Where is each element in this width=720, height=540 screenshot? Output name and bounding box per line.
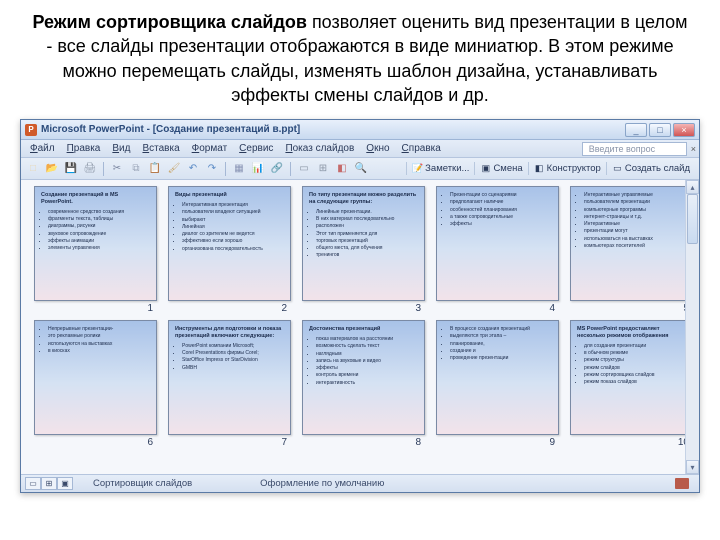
menu-сервис[interactable]: Сервис: [233, 142, 279, 155]
cut-icon[interactable]: ✂: [109, 161, 125, 177]
slide-thumbnail[interactable]: Создание презентаций в MS PowerPoint.сов…: [34, 186, 157, 301]
transition-button-icon: ▣: [480, 163, 491, 174]
new-slide-button-label: Создать слайд: [625, 163, 690, 174]
paste-icon[interactable]: 📋: [147, 161, 163, 177]
status-mode: Сортировщик слайдов: [85, 478, 252, 489]
toolbar-separator: [103, 162, 104, 176]
slide-number: 9: [549, 435, 559, 452]
slide-cell: Интерактивные управляемыепользователем п…: [563, 186, 693, 318]
app-title: Microsoft PowerPoint - [Создание презент…: [41, 124, 300, 135]
print-icon[interactable]: 🖨: [82, 161, 98, 177]
slide-cell: Непрерывные презентации-это рекламные ро…: [27, 320, 157, 452]
menu-файл[interactable]: Файл: [24, 142, 61, 155]
transition-button-label: Смена: [493, 163, 522, 174]
slide-number: 8: [415, 435, 425, 452]
page-description: Режим сортировщика слайдов позволяет оце…: [0, 0, 720, 115]
close-button[interactable]: ×: [673, 123, 695, 137]
slide-thumbnail[interactable]: MS PowerPoint предоставляет несколько ре…: [570, 320, 693, 435]
notes-button-label: Заметки...: [425, 163, 469, 174]
grid-icon[interactable]: ⊞: [315, 161, 331, 177]
window-buttons: _ □ ×: [625, 123, 695, 137]
view-normal-button[interactable]: ▭: [25, 477, 41, 490]
scroll-up-icon[interactable]: ▴: [686, 180, 699, 194]
slide-thumbnail[interactable]: Презентации со сценариямипредполагают на…: [436, 186, 559, 301]
transition-button[interactable]: ▣Смена: [474, 162, 527, 175]
slide-number: 1: [147, 301, 157, 318]
undo-icon[interactable]: ↶: [185, 161, 201, 177]
chart-icon[interactable]: 📊: [250, 161, 266, 177]
slide-cell: Виды презентацийИнтерактивная презентаци…: [161, 186, 291, 318]
statusbar: ▭ ⊞ ▣ Сортировщик слайдов Оформление по …: [21, 474, 699, 492]
hyperlink-icon[interactable]: 🔗: [269, 161, 285, 177]
status-template: Оформление по умолчанию: [252, 478, 444, 489]
new-slide-button[interactable]: ▭Создать слайд: [606, 162, 695, 175]
minimize-button[interactable]: _: [625, 123, 647, 137]
slide-thumbnail[interactable]: По типу презентации можно разделить на с…: [302, 186, 425, 301]
design-button-label: Конструктор: [547, 163, 601, 174]
menubar: ФайлПравкаВидВставкаФорматСервисПоказ сл…: [21, 140, 699, 158]
slide-cell: Презентации со сценариямипредполагают на…: [429, 186, 559, 318]
toolbar-separator: [225, 162, 226, 176]
menu-вставка[interactable]: Вставка: [136, 142, 185, 155]
format-painter-icon[interactable]: 🖌: [166, 161, 182, 177]
slide-thumbnail[interactable]: Интерактивные управляемыепользователем п…: [570, 186, 693, 301]
menu-правка[interactable]: Правка: [61, 142, 107, 155]
design-button-icon: ◧: [534, 163, 545, 174]
powerpoint-window: P Microsoft PowerPoint - [Создание презе…: [20, 119, 700, 493]
scroll-thumb[interactable]: [687, 194, 698, 244]
slide-cell: По типу презентации можно разделить на с…: [295, 186, 425, 318]
slide-number: 2: [281, 301, 291, 318]
view-sorter-button[interactable]: ⊞: [41, 477, 57, 490]
description-bold: Режим сортировщика слайдов: [32, 12, 306, 32]
slide-number: 7: [281, 435, 291, 452]
notes-button[interactable]: 📝Заметки...: [406, 162, 474, 175]
zoom-icon[interactable]: 🔍: [353, 161, 369, 177]
status-flag-icon: [675, 478, 689, 489]
view-show-button[interactable]: ▣: [57, 477, 73, 490]
slide-thumbnail[interactable]: Достоинства презентацийпоказ материалов …: [302, 320, 425, 435]
design-button[interactable]: ◧Конструктор: [528, 162, 606, 175]
slide-sorter-area: Создание презентаций в MS PowerPoint.сов…: [21, 180, 699, 474]
expand-icon[interactable]: ▭: [296, 161, 312, 177]
save-icon[interactable]: 💾: [63, 161, 79, 177]
scrollbar-vertical[interactable]: ▴ ▾: [685, 180, 699, 474]
slide-cell: MS PowerPoint предоставляет несколько ре…: [563, 320, 693, 452]
menu-вид[interactable]: Вид: [106, 142, 136, 155]
menu-справка[interactable]: Справка: [396, 142, 447, 155]
copy-icon[interactable]: ⧉: [128, 161, 144, 177]
slide-thumbnail[interactable]: Инструменты для подготовки и показа през…: [168, 320, 291, 435]
slide-cell: Создание презентаций в MS PowerPoint.сов…: [27, 186, 157, 318]
menu-формат[interactable]: Формат: [186, 142, 234, 155]
notes-button-icon: 📝: [412, 163, 423, 174]
slide-cell: В процессе создания презентацийвыделяютс…: [429, 320, 559, 452]
toolbar-separator: [290, 162, 291, 176]
slide-number: 6: [147, 435, 157, 452]
slide-cell: Достоинства презентацийпоказ материалов …: [295, 320, 425, 452]
powerpoint-icon: P: [25, 124, 37, 136]
scroll-down-icon[interactable]: ▾: [686, 460, 699, 474]
slide-thumbnail[interactable]: Виды презентацийИнтерактивная презентаци…: [168, 186, 291, 301]
slide-cell: Инструменты для подготовки и показа през…: [161, 320, 291, 452]
slide-thumbnail[interactable]: Непрерывные презентации-это рекламные ро…: [34, 320, 157, 435]
table-icon[interactable]: ▦: [231, 161, 247, 177]
menu-показ слайдов[interactable]: Показ слайдов: [279, 142, 360, 155]
redo-icon[interactable]: ↷: [204, 161, 220, 177]
open-icon[interactable]: 📂: [44, 161, 60, 177]
slide-number: 3: [415, 301, 425, 318]
menu-окно[interactable]: Окно: [360, 142, 395, 155]
doc-close-icon[interactable]: ×: [691, 144, 696, 154]
toolbar: □📂💾🖨✂⧉📋🖌↶↷▦📊🔗▭⊞◧🔍 📝Заметки...▣Смена◧Конс…: [21, 158, 699, 180]
maximize-button[interactable]: □: [649, 123, 671, 137]
slide-thumbnail[interactable]: В процессе создания презентацийвыделяютс…: [436, 320, 559, 435]
slide-number: 4: [549, 301, 559, 318]
titlebar: P Microsoft PowerPoint - [Создание презе…: [21, 120, 699, 140]
help-search-input[interactable]: Введите вопрос: [582, 142, 687, 156]
new-slide-button-icon: ▭: [612, 163, 623, 174]
new-icon[interactable]: □: [25, 161, 41, 177]
color-icon[interactable]: ◧: [334, 161, 350, 177]
